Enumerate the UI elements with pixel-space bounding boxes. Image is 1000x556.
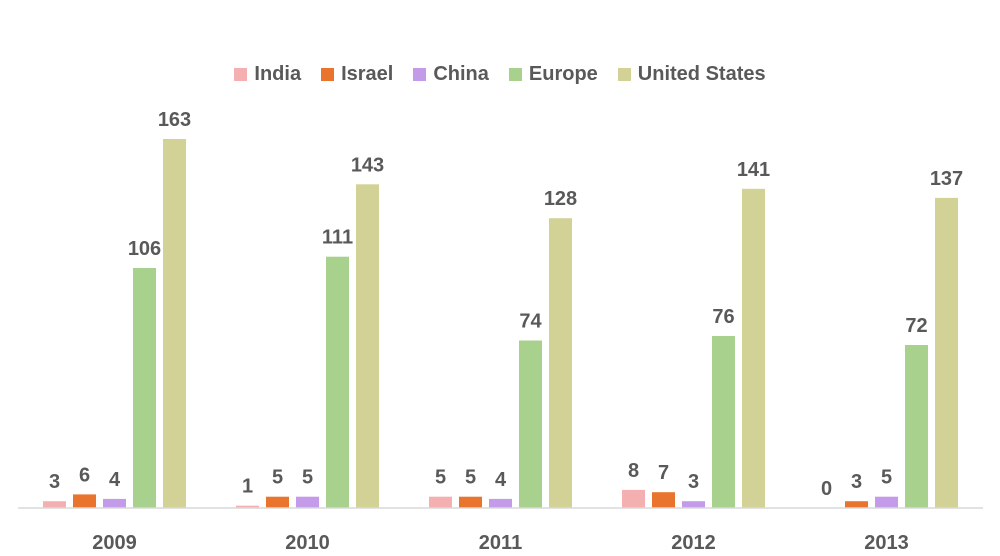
data-label-europe-2009: 106 bbox=[128, 238, 161, 260]
bar-europe-2011 bbox=[519, 340, 542, 508]
bar-china-2013 bbox=[875, 496, 898, 508]
legend-label-india: India bbox=[254, 62, 302, 85]
data-label-israel-2011: 5 bbox=[465, 467, 476, 489]
legend-item-united-states: United States bbox=[617, 62, 766, 86]
legend-item-europe: Europe bbox=[508, 62, 598, 86]
bar-europe-2013 bbox=[905, 345, 928, 508]
legend-label-europe: Europe bbox=[528, 62, 598, 85]
legend-swatch-india bbox=[234, 67, 248, 81]
data-label-israel-2010: 5 bbox=[272, 467, 283, 489]
bar-china-2011 bbox=[489, 498, 512, 508]
data-label-china-2010: 5 bbox=[302, 467, 313, 489]
x-tick-label-2010: 2010 bbox=[285, 532, 330, 554]
bar-united-states-2010 bbox=[356, 184, 379, 509]
bar-china-2009 bbox=[103, 498, 126, 508]
bar-united-states-2013 bbox=[935, 197, 958, 508]
data-label-europe-2010: 111 bbox=[322, 227, 353, 249]
data-label-india-2012: 8 bbox=[628, 460, 639, 482]
data-label-europe-2012: 76 bbox=[712, 306, 734, 328]
bar-israel-2013 bbox=[845, 501, 868, 508]
legend-label-united-states: United States bbox=[637, 62, 766, 85]
bar-israel-2010 bbox=[266, 496, 289, 508]
data-label-china-2013: 5 bbox=[881, 467, 892, 489]
bar-india-2011 bbox=[429, 496, 452, 508]
data-label-china-2012: 3 bbox=[688, 471, 699, 493]
data-label-india-2013: 0 bbox=[821, 478, 832, 500]
legend-label-israel: Israel bbox=[341, 62, 394, 85]
bar-europe-2012 bbox=[712, 336, 735, 508]
data-label-israel-2009: 6 bbox=[79, 464, 90, 486]
bar-united-states-2011 bbox=[549, 218, 572, 508]
bar-india-2009 bbox=[43, 501, 66, 508]
bar-europe-2010 bbox=[326, 256, 349, 508]
legend-item-india: India bbox=[234, 63, 301, 86]
bar-india-2010 bbox=[236, 505, 259, 508]
x-tick-label-2009: 2009 bbox=[92, 532, 137, 554]
bar-israel-2011 bbox=[459, 496, 482, 508]
data-label-india-2011: 5 bbox=[435, 467, 446, 489]
data-label-united-states-2012: 141 bbox=[737, 159, 770, 181]
bar-israel-2012 bbox=[652, 492, 675, 508]
bar-china-2010 bbox=[296, 496, 319, 508]
legend-swatch-united-states bbox=[617, 67, 631, 81]
data-label-india-2010: 1 bbox=[242, 476, 253, 498]
legend-swatch-china bbox=[413, 67, 427, 81]
bar-israel-2009 bbox=[73, 494, 96, 508]
data-label-united-states-2009: 163 bbox=[158, 109, 191, 131]
data-label-united-states-2010: 143 bbox=[351, 154, 384, 176]
bar-china-2012 bbox=[682, 501, 705, 508]
data-label-united-states-2013: 137 bbox=[930, 168, 963, 190]
x-tick-label-2011: 2011 bbox=[479, 532, 522, 554]
data-label-europe-2011: 74 bbox=[519, 311, 542, 333]
bar-united-states-2009 bbox=[163, 139, 186, 508]
x-tick-labels-layer: 2009 2010 2011 2012 2013 bbox=[92, 532, 909, 554]
legend-item-china: China bbox=[413, 63, 489, 86]
bar-india-2012 bbox=[622, 489, 645, 508]
data-label-europe-2013: 72 bbox=[905, 315, 927, 337]
bar-europe-2009 bbox=[133, 268, 156, 508]
legend-swatch-europe bbox=[508, 67, 522, 81]
x-tick-label-2013: 2013 bbox=[864, 532, 909, 554]
data-label-india-2009: 3 bbox=[49, 471, 60, 493]
chart-legend: India Israel China Europe United States bbox=[0, 60, 1000, 88]
data-label-united-states-2011: 128 bbox=[544, 188, 577, 210]
bar-united-states-2012 bbox=[742, 188, 765, 509]
data-label-israel-2012: 7 bbox=[658, 462, 669, 484]
legend-swatch-israel bbox=[321, 67, 335, 81]
x-tick-label-2012: 2012 bbox=[671, 532, 716, 554]
bars-layer bbox=[43, 139, 958, 509]
data-label-israel-2013: 3 bbox=[851, 471, 862, 493]
legend-label-china: China bbox=[433, 62, 489, 85]
data-label-china-2009: 4 bbox=[109, 469, 121, 491]
legend-item-israel: Israel bbox=[321, 63, 393, 86]
data-label-china-2011: 4 bbox=[495, 469, 507, 491]
